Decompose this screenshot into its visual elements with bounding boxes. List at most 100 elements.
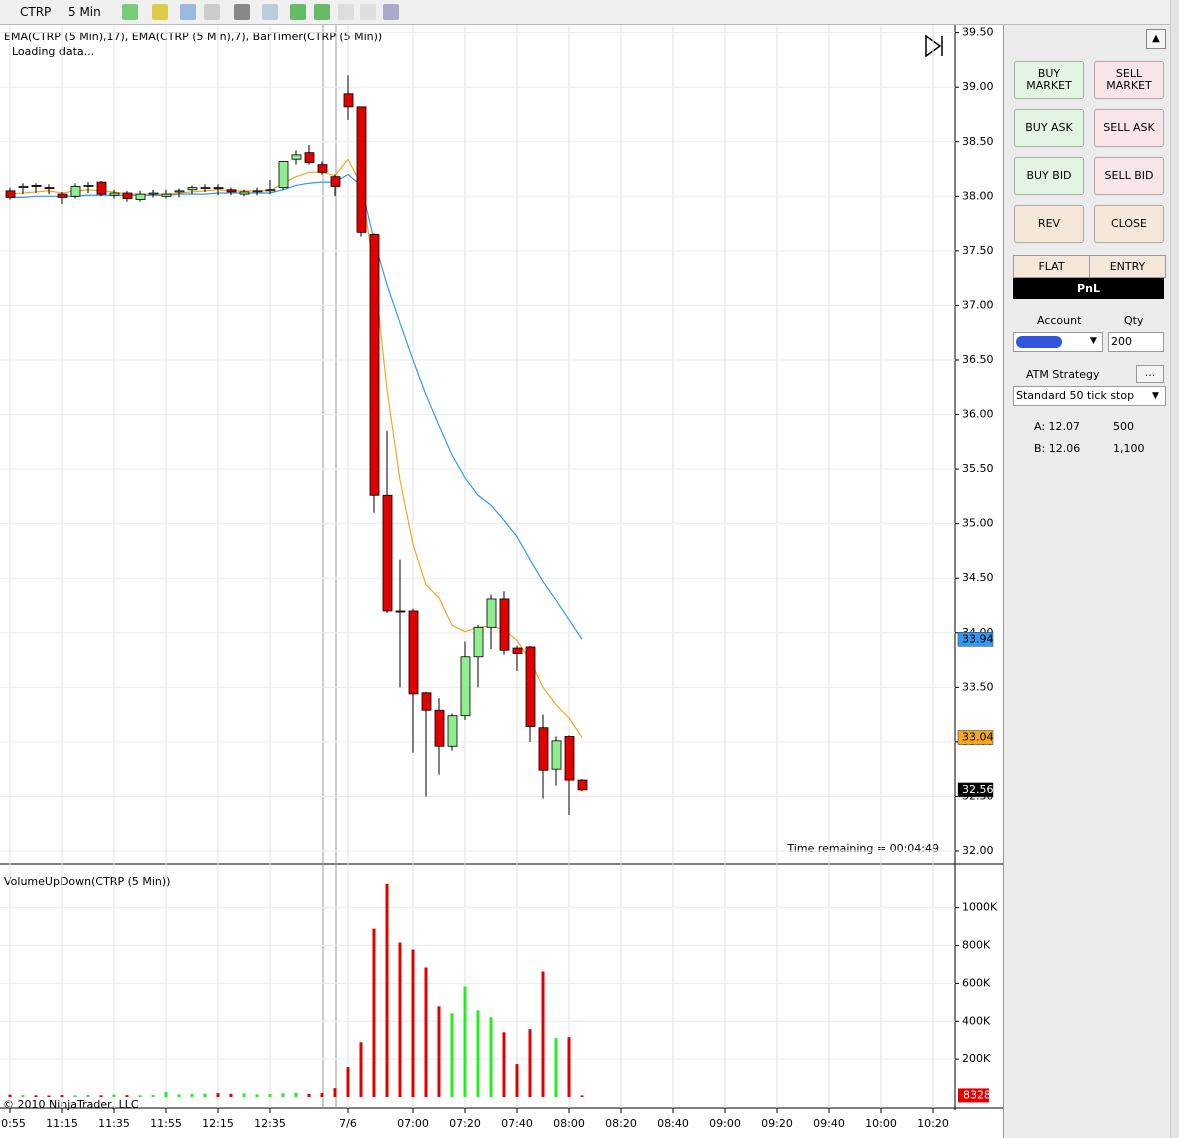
- y-tick-label: 39.50: [962, 26, 994, 39]
- icon[interactable]: [360, 4, 376, 20]
- close[interactable]: CLOSE: [1094, 205, 1164, 243]
- volume-bar: [424, 967, 428, 1097]
- icon[interactable]: [152, 4, 168, 20]
- volume-bar: [99, 1095, 103, 1097]
- candle-body: [291, 154, 302, 160]
- candle-body: [434, 709, 445, 747]
- x-tick-label: 08:20: [605, 1117, 637, 1130]
- candle-body: [252, 190, 263, 193]
- y-tick-label: 800K: [962, 939, 991, 952]
- icon[interactable]: [383, 4, 399, 20]
- candle-body: [174, 190, 185, 193]
- candle-body: [200, 187, 211, 189]
- candle-body: [122, 192, 133, 199]
- x-tick-label: 10:00: [865, 1117, 897, 1130]
- candle-body: [421, 692, 432, 711]
- candle-body: [148, 192, 159, 195]
- icon[interactable]: [290, 4, 306, 20]
- x-tick-label: 09:40: [813, 1117, 845, 1130]
- candle-body: [473, 626, 484, 658]
- volume-bar: [281, 1093, 285, 1097]
- atm-select[interactable]: Standard 50 tick stop ▼: [1013, 386, 1166, 406]
- account-select[interactable]: ▼: [1013, 332, 1103, 352]
- candle-body: [187, 187, 198, 191]
- x-tick-label: 11:55: [150, 1117, 182, 1130]
- icon[interactable]: [262, 4, 278, 20]
- volume-bar: [47, 1095, 51, 1097]
- y-tick-label: 32.00: [962, 844, 994, 857]
- buy-ask[interactable]: BUY ASK: [1014, 109, 1084, 147]
- y-tick-label: 34.50: [962, 571, 994, 584]
- icon[interactable]: [234, 4, 250, 20]
- volume-bar: [73, 1095, 77, 1097]
- icon[interactable]: [204, 4, 220, 20]
- candle-body: [5, 190, 16, 198]
- chart-bg: [0, 25, 1003, 1138]
- atm-label: ATM Strategy: [1026, 368, 1100, 381]
- volume-bar: [177, 1094, 181, 1097]
- status: Loading data...: [12, 45, 94, 58]
- y-tick-label: 37.00: [962, 298, 994, 311]
- buy-market[interactable]: BUY MARKET: [1014, 61, 1084, 99]
- icon[interactable]: [122, 4, 138, 20]
- volume-bar: [268, 1094, 272, 1097]
- x-tick-label: 7/6: [339, 1117, 357, 1130]
- candle-body: [512, 647, 523, 654]
- volume-bar: [216, 1093, 220, 1097]
- qty-label: Qty: [1124, 314, 1144, 327]
- interval[interactable]: 5 Min: [68, 5, 101, 19]
- candle-body: [265, 189, 276, 192]
- candle-body: [161, 193, 172, 197]
- candle-body: [18, 186, 29, 188]
- candle-body: [135, 193, 146, 200]
- icon[interactable]: [180, 4, 196, 20]
- volume-bar: [541, 971, 545, 1097]
- icon[interactable]: [314, 4, 330, 20]
- collapse-button[interactable]: ▲: [1146, 29, 1166, 49]
- y-tick-label: 36.00: [962, 408, 994, 421]
- y-tick-label: 200K: [962, 1052, 991, 1065]
- ask-size: 500: [1113, 420, 1134, 433]
- volume-bar: [203, 1093, 207, 1097]
- price-marker-label: 33.04: [962, 731, 994, 744]
- bar-timer: Time remaining = 00:04:49: [786, 842, 939, 855]
- atm-strategy: Standard 50 tick stop: [1016, 389, 1135, 402]
- candle-body: [499, 598, 510, 651]
- candle-body: [57, 193, 68, 198]
- candle-body: [343, 93, 354, 108]
- volume-bar: [346, 1067, 350, 1097]
- volume-bar: [528, 1029, 532, 1097]
- x-tick-label: 11:15: [46, 1117, 78, 1130]
- scrollbar[interactable]: [1170, 0, 1179, 1138]
- reverse[interactable]: REV: [1014, 205, 1084, 243]
- buy-bid[interactable]: BUY BID: [1014, 157, 1084, 195]
- volume-bar: [60, 1095, 64, 1097]
- volume-bar: [437, 1006, 441, 1097]
- candle-body: [278, 160, 289, 188]
- copyright: © 2010 NinjaTrader, LLC: [3, 1098, 139, 1111]
- volume-bar: [411, 949, 415, 1097]
- y-tick-label: 400K: [962, 1014, 991, 1027]
- volume-bar: [476, 1010, 480, 1097]
- sell-ask[interactable]: SELL ASK: [1094, 109, 1164, 147]
- volume-marker-label: 8328: [963, 1088, 991, 1101]
- sell-bid[interactable]: SELL BID: [1094, 157, 1164, 195]
- atm-button[interactable]: ...: [1136, 365, 1164, 383]
- toolbar: CTRP 5 Min: [0, 0, 1170, 25]
- instrument[interactable]: CTRP: [20, 5, 52, 19]
- volume-bar: [489, 1017, 493, 1097]
- candle-body: [304, 152, 315, 163]
- candle-body: [44, 187, 55, 190]
- sell-market[interactable]: SELL MARKET: [1094, 61, 1164, 99]
- volume-bar: [125, 1095, 129, 1097]
- volume-bar: [8, 1094, 12, 1097]
- y-tick-label: 37.50: [962, 244, 994, 257]
- volume-bar: [21, 1095, 25, 1097]
- bid-size: 1,100: [1113, 442, 1145, 455]
- volume-bar: [515, 1064, 519, 1097]
- qty-input[interactable]: 200: [1108, 332, 1164, 352]
- candle-body: [239, 191, 250, 195]
- price-marker-label: 33.94: [962, 632, 994, 645]
- icon[interactable]: [338, 4, 354, 20]
